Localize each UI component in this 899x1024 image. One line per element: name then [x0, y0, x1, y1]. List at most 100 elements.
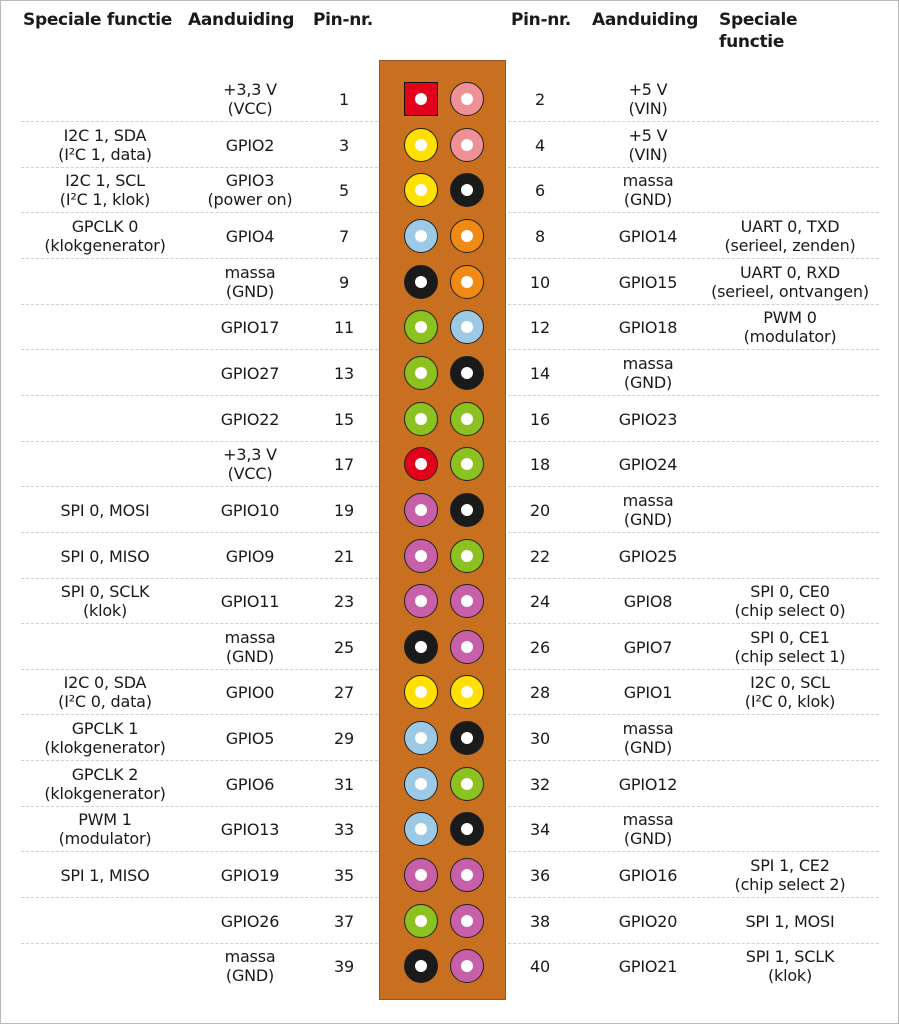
pin-row: PWM 1 (modulator) GPIO13 33 34 massa (GND) — [1, 806, 898, 852]
row-divider — [21, 669, 378, 670]
pin-number-left: 27 — [317, 669, 371, 715]
pin-number-right: 20 — [513, 487, 567, 533]
pin-number-right: 38 — [513, 898, 567, 944]
pin-row: I2C 1, SCL (I²C 1, klok) GPIO3 (power on)… — [1, 167, 898, 213]
pin-number-left: 35 — [317, 852, 371, 898]
pin-name-left: massa (GND) — [187, 259, 313, 305]
header-name-right: Aanduiding — [592, 10, 699, 30]
special-function-right — [685, 167, 895, 213]
pin-hole — [415, 823, 427, 835]
pin-row: +3,3 V (VCC) 1 2 +5 V (VIN) — [1, 76, 898, 122]
pin-number-left: 37 — [317, 898, 371, 944]
special-function-left: GPCLK 0 (klokgenerator) — [5, 213, 205, 259]
row-divider — [21, 578, 378, 579]
pin-row: I2C 1, SDA (I²C 1, data) GPIO2 3 4 +5 V (VIN… — [1, 122, 898, 168]
special-function-right: UART 0, RXD (serieel, ontvangen) — [685, 259, 895, 305]
row-divider — [21, 258, 378, 259]
pin-row: massa (GND) 25 26 GPIO7 SPI 0, CE1 (chip sel… — [1, 624, 898, 670]
row-divider — [508, 486, 879, 487]
pin-number-right: 28 — [513, 669, 567, 715]
pin-row: SPI 0, MISO GPIO9 21 22 GPIO25 — [1, 533, 898, 579]
pin-name-right: massa (GND) — [581, 167, 715, 213]
pin-name-left-text: GPIO6 — [225, 774, 275, 794]
special-function-right — [685, 441, 895, 487]
pin-row: GPCLK 0 (klokgenerator) GPIO4 7 8 GPIO14 UART… — [1, 213, 898, 259]
header-board — [379, 60, 506, 1000]
pin-number-left-text: 15 — [334, 409, 354, 429]
special-function-left — [5, 898, 205, 944]
special-function-left: SPI 1, MISO — [5, 852, 205, 898]
special-function-right: SPI 0, CE1 (chip select 1) — [685, 624, 895, 670]
special-function-right-text: UART 0, TXD (serieel, zenden) — [724, 217, 856, 255]
pin-name-left: GPIO11 — [187, 578, 313, 624]
pin-34-icon — [450, 812, 484, 846]
pin-name-right: GPIO16 — [581, 852, 715, 898]
pin-7-icon — [404, 219, 438, 253]
pin-21-icon — [404, 539, 438, 573]
pin-number-right-text: 34 — [530, 819, 550, 839]
pin-name-right: GPIO25 — [581, 533, 715, 579]
pin-name-left: +3,3 V (VCC) — [187, 441, 313, 487]
pin-number-right-text: 4 — [535, 135, 545, 155]
row-divider — [21, 851, 378, 852]
pin-name-right-text: GPIO18 — [618, 317, 678, 337]
pin-38-icon — [450, 904, 484, 938]
special-function-left: GPCLK 2 (klokgenerator) — [5, 761, 205, 807]
special-function-right: SPI 1, CE2 (chip select 2) — [685, 852, 895, 898]
pin-name-right: GPIO8 — [581, 578, 715, 624]
pin-number-right: 12 — [513, 304, 567, 350]
pin-hole — [415, 732, 427, 744]
pin-hole — [415, 458, 427, 470]
pin-12-icon — [450, 310, 484, 344]
pin-name-right-text: massa (GND) — [622, 171, 674, 209]
special-function-left — [5, 441, 205, 487]
row-divider — [508, 578, 879, 579]
pin-number-right-text: 6 — [535, 180, 545, 200]
pin-hole — [461, 413, 473, 425]
pin-row: GPCLK 1 (klokgenerator) GPIO5 29 30 massa (G… — [1, 715, 898, 761]
pin-hole — [415, 367, 427, 379]
pin-hole — [415, 184, 427, 196]
pin-name-right: massa (GND) — [581, 715, 715, 761]
pin-number-right: 26 — [513, 624, 567, 670]
special-function-left-text: I2C 0, SDA (I²C 0, data) — [58, 673, 152, 711]
pin-33-icon — [404, 812, 438, 846]
pin-name-left-text: GPIO3 (power on) — [207, 171, 293, 209]
pin-name-left-text: GPIO2 — [225, 135, 275, 155]
row-divider — [21, 806, 378, 807]
special-function-right: PWM 0 (modulator) — [685, 304, 895, 350]
pin-number-right-text: 28 — [530, 682, 550, 702]
pin-name-right: GPIO14 — [581, 213, 715, 259]
pin-name-right-text: GPIO20 — [618, 911, 678, 931]
pin-row: GPIO17 11 12 GPIO18 PWM 0 (modulator) — [1, 304, 898, 350]
pin-number-left: 29 — [317, 715, 371, 761]
pin-name-right-text: GPIO15 — [618, 272, 678, 292]
special-function-right — [685, 76, 895, 122]
pin-row: GPIO27 13 14 massa (GND) — [1, 350, 898, 396]
pin-name-left-text: GPIO22 — [220, 409, 280, 429]
pin-hole — [461, 184, 473, 196]
special-function-left: PWM 1 (modulator) — [5, 806, 205, 852]
pin-name-right-text: GPIO1 — [623, 682, 673, 702]
pin-number-right: 22 — [513, 533, 567, 579]
pin-name-right-text: GPIO12 — [618, 774, 678, 794]
pin-name-left-text: +3,3 V (VCC) — [223, 80, 277, 118]
pin-name-right: GPIO18 — [581, 304, 715, 350]
special-function-right — [685, 715, 895, 761]
special-function-right — [685, 761, 895, 807]
pin-name-left-text: GPIO5 — [225, 728, 275, 748]
pin-number-left-text: 25 — [334, 637, 354, 657]
pin-22-icon — [450, 539, 484, 573]
pin-17-icon — [404, 447, 438, 481]
pin-name-left-text: GPIO13 — [220, 819, 280, 839]
pin-number-right-text: 38 — [530, 911, 550, 931]
special-function-left-text: GPCLK 0 (klokgenerator) — [44, 217, 166, 255]
pin-number-left-text: 33 — [334, 819, 354, 839]
pin-name-left: GPIO22 — [187, 396, 313, 442]
pin-name-right-text: GPIO21 — [618, 956, 678, 976]
pin-6-icon — [450, 173, 484, 207]
pin-14-icon — [450, 356, 484, 390]
special-function-right-text: UART 0, RXD (serieel, ontvangen) — [711, 263, 869, 301]
row-divider — [508, 258, 879, 259]
pin-hole — [461, 458, 473, 470]
